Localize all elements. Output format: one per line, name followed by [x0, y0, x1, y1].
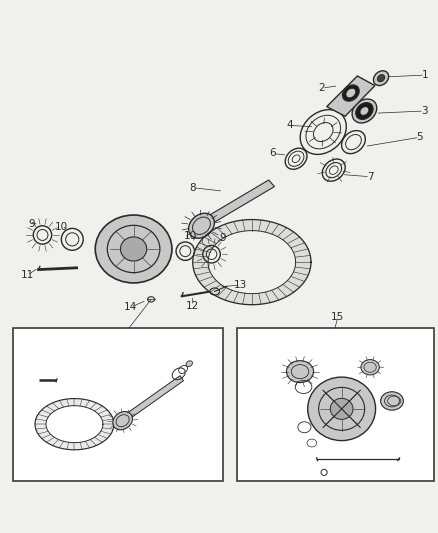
Ellipse shape [352, 99, 377, 123]
Text: 7: 7 [367, 172, 374, 182]
Polygon shape [46, 406, 103, 443]
Text: 9: 9 [219, 233, 226, 243]
Text: 10: 10 [55, 222, 68, 232]
Text: 9: 9 [28, 219, 35, 229]
Ellipse shape [113, 411, 132, 430]
Polygon shape [193, 220, 311, 305]
Ellipse shape [120, 237, 147, 261]
Text: 15: 15 [331, 312, 344, 322]
Text: 14: 14 [124, 302, 137, 312]
Text: 3: 3 [420, 106, 427, 116]
Ellipse shape [361, 360, 379, 375]
Text: 11: 11 [21, 270, 34, 280]
Text: 8: 8 [189, 183, 196, 192]
Text: 1: 1 [421, 70, 428, 80]
Text: 2: 2 [318, 83, 325, 93]
Text: 10: 10 [184, 231, 197, 241]
Text: 13: 13 [233, 280, 247, 290]
Text: 4: 4 [286, 120, 293, 131]
Ellipse shape [360, 107, 369, 115]
Polygon shape [201, 180, 275, 227]
Bar [237, 328, 434, 481]
Polygon shape [35, 399, 114, 450]
Ellipse shape [374, 71, 389, 86]
Bar [13, 328, 223, 481]
Ellipse shape [307, 377, 375, 441]
Ellipse shape [346, 88, 356, 98]
Text: 12: 12 [186, 301, 199, 311]
Polygon shape [327, 76, 375, 116]
Ellipse shape [95, 215, 172, 283]
Ellipse shape [378, 75, 385, 82]
Ellipse shape [189, 213, 214, 238]
Ellipse shape [343, 85, 359, 101]
Polygon shape [124, 376, 184, 420]
Text: 5: 5 [416, 132, 423, 142]
Ellipse shape [186, 361, 192, 367]
Ellipse shape [356, 102, 373, 119]
Text: 6: 6 [269, 149, 276, 158]
Ellipse shape [330, 398, 353, 419]
Polygon shape [208, 231, 296, 294]
Ellipse shape [381, 392, 403, 410]
Ellipse shape [286, 361, 314, 383]
